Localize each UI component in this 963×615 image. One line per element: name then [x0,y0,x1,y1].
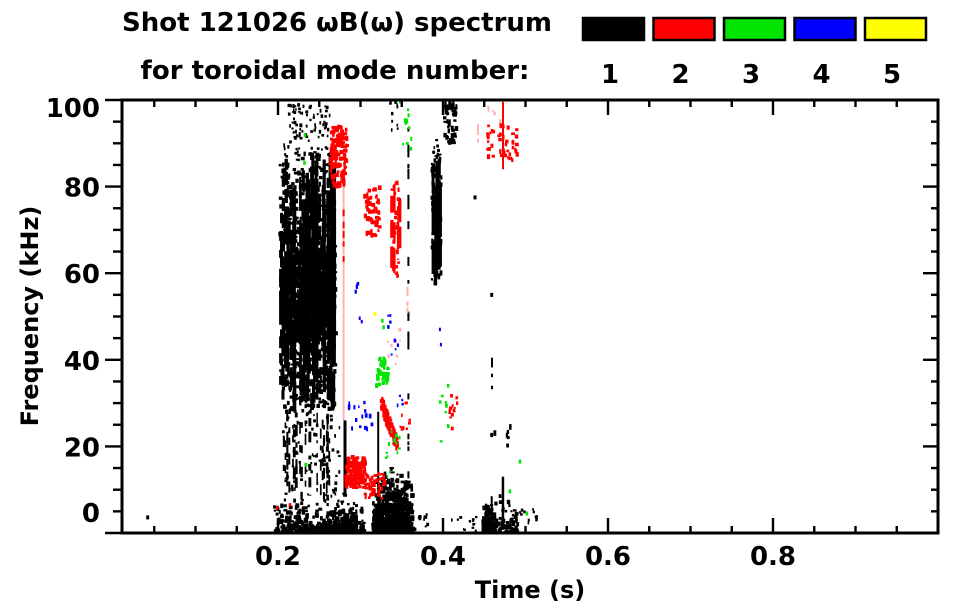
cluster-mode-4 [354,282,360,294]
y-tick-label: 0 [82,499,100,529]
legend-label-mode-3: 3 [742,60,760,90]
x-axis-title: Time (s) [475,576,585,604]
cluster-mode-4 [358,316,363,324]
cluster-mode-2 [477,123,479,143]
cluster-mode-1 [490,424,512,448]
legend: 1 2 3 4 5 [581,16,928,90]
cluster-mode-4 [396,394,404,408]
cluster-mode-1 [491,357,493,390]
plot-border [120,98,940,535]
cluster-mode-1 [490,496,493,529]
cluster-mode-2 [344,455,367,489]
x-tick-label: 0.6 [585,542,631,572]
cluster-mode-1 [389,100,399,132]
cluster-mode-3 [384,430,401,478]
cluster-mode-2 [390,180,402,278]
chart-title-line1: Shot 121026 ωB(ω) spectrum [122,8,552,38]
cluster-mode-3 [399,101,413,151]
cluster-mode-1 [343,420,347,494]
y-tick-label: 20 [64,433,100,463]
legend-label-mode-1: 1 [601,60,619,90]
y-tick-label: 60 [64,260,100,290]
cluster-mode-1 [146,195,494,520]
cluster-mode-1 [430,156,443,286]
cluster-mode-2 [399,401,411,431]
cluster-mode-3 [375,356,390,388]
legend-label-mode-5: 5 [883,60,901,90]
cluster-mode-1 [283,103,331,154]
x-tick-label: 0.4 [420,542,466,572]
cluster-mode-2 [275,145,515,510]
cluster-mode-2 [342,186,345,421]
y-tick-label: 80 [64,174,100,204]
axes [105,98,940,535]
cluster-mode-1 [481,494,520,533]
cluster-mode-1 [281,410,341,507]
cluster-mode-2 [363,471,387,500]
cluster-mode-1 [443,100,459,145]
cluster-mode-2 [342,209,345,262]
y-axis-title: Frequency (kHz) [16,206,44,427]
y-tick-label: 40 [64,347,100,377]
x-tick-label: 0.2 [255,542,301,572]
cluster-mode-2 [328,124,349,189]
tick-labels: 0.2 0.4 0.6 0.8 0 20 40 60 80 100 [46,94,796,572]
y-tick-label: 100 [46,94,100,124]
cluster-mode-1 [285,249,335,345]
legend-swatch-mode-1 [581,16,646,42]
cluster-mode-3 [438,383,450,443]
cluster-mode-2 [502,100,504,170]
legend-swatch-mode-3 [722,16,787,42]
cluster-mode-2 [387,327,402,366]
cluster-mode-4 [390,338,399,356]
chart-title-line2: for toroidal mode number: [141,56,530,86]
cluster-mode-2 [487,100,504,123]
cluster-mode-1 [377,411,380,508]
cluster-mode-1 [323,492,359,533]
legend-swatch-mode-2 [652,16,716,42]
legend-label-mode-4: 4 [812,60,830,90]
cluster-mode-4 [347,400,374,432]
cluster-mode-1 [519,508,538,525]
cluster-mode-1 [407,127,410,479]
cluster-mode-2 [406,286,409,314]
legend-swatch-mode-5 [863,16,928,42]
x-tick-label: 0.8 [750,542,796,572]
cluster-mode-1 [432,139,442,160]
cluster-mode-2 [448,394,459,431]
cluster-mode-1 [451,515,478,532]
cluster-mode-3 [303,133,529,516]
cluster-mode-2 [363,185,382,238]
legend-swatch-mode-4 [793,16,857,42]
cluster-mode-1 [501,476,505,525]
cluster-mode-1 [375,467,410,533]
cluster-mode-5 [373,311,377,316]
axis-ticks [105,98,938,535]
cluster-mode-1 [282,411,331,506]
spectrogram-data [146,100,538,533]
cluster-mode-1 [414,513,430,532]
cluster-mode-4 [438,327,442,347]
legend-label-mode-2: 2 [671,60,689,90]
cluster-mode-4 [387,314,392,329]
cluster-mode-1 [511,517,513,530]
